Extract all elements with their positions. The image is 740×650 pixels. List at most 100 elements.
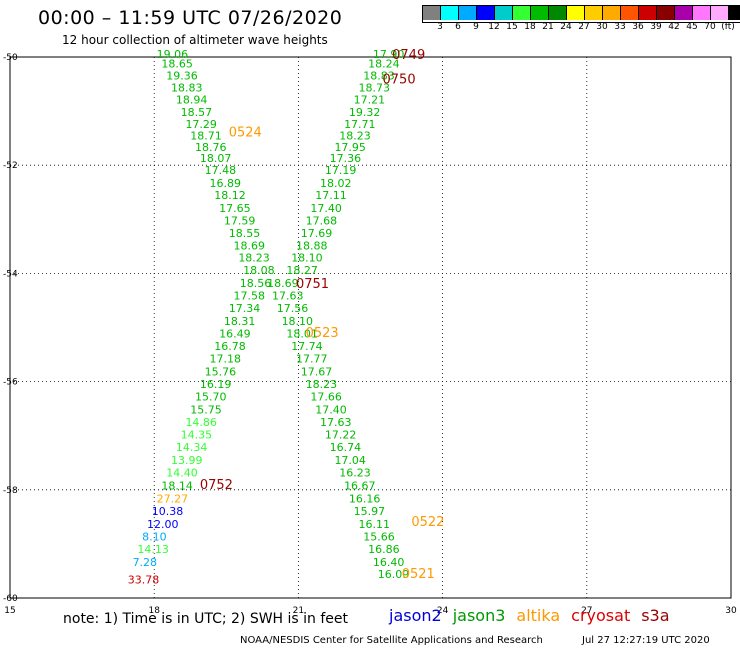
- colorbar-tick-label: 9: [473, 22, 479, 32]
- wave-height-value: 18.94: [176, 94, 208, 107]
- colorbar-swatch: [495, 6, 513, 20]
- colorbar-tick-label: 12: [488, 22, 500, 32]
- wave-height-value: 17.40: [310, 202, 342, 215]
- wave-height-value: 18.07: [200, 152, 232, 165]
- wave-height-value: 17.34: [229, 302, 261, 315]
- colorbar-swatch: [459, 6, 477, 20]
- pass-time-label: 0750: [383, 73, 416, 88]
- pass-time-label: 0523: [306, 326, 339, 341]
- wave-height-value: 16.09: [378, 568, 410, 581]
- wave-height-value: 17.59: [224, 214, 256, 227]
- colorbar-tick-label: 45: [686, 22, 698, 32]
- wave-height-value: 16.16: [349, 492, 381, 505]
- colorbar-swatch: [477, 6, 495, 20]
- wave-height-value: 18.73: [358, 81, 390, 94]
- wave-height-value: 13.99: [171, 454, 203, 467]
- wave-height-value: 17.95: [334, 141, 366, 154]
- colorbar-swatch: [423, 6, 441, 20]
- axis-tick-labels: -50 -52 -54 -56 -58 -60 15 18 21 24 27 30: [3, 53, 737, 616]
- colorbar-tick-label: 18: [524, 22, 536, 32]
- colorbar-swatch: [549, 6, 567, 20]
- wave-height-value: 7.28: [133, 556, 158, 569]
- wave-height-value: 18.14: [161, 479, 193, 492]
- pass-time-label: 0521: [402, 567, 435, 582]
- wave-height-value: 16.67: [344, 479, 376, 492]
- wave-height-value: 18.10: [282, 315, 314, 328]
- wave-height-value: 17.68: [306, 214, 338, 227]
- wave-height-value: 16.74: [330, 441, 362, 454]
- wave-height-value: 18.10: [291, 252, 323, 265]
- colorbar-swatch: [603, 6, 621, 20]
- wave-height-value: 17.63: [320, 416, 352, 429]
- wave-height-value: 18.08: [243, 264, 275, 277]
- colorbar-tick-label: 24: [560, 22, 572, 32]
- wave-height-value: 17.90: [373, 48, 405, 61]
- wave-height-value: 17.29: [185, 118, 217, 131]
- wave-height-value: 17.40: [315, 404, 347, 417]
- wave-height-value: 19.36: [166, 69, 198, 82]
- wave-height-value: 15.97: [354, 505, 386, 518]
- wave-height-value: 17.69: [301, 227, 333, 240]
- wave-height-value: 17.74: [291, 340, 323, 353]
- footer-timestamp: Jul 27 12:27:19 UTC 2020: [582, 635, 710, 646]
- x-tick-label: 21: [293, 606, 304, 616]
- pass-time-label: 0524: [229, 126, 262, 141]
- x-tick-label: 30: [725, 606, 737, 616]
- colorbar-tick-label: 21: [542, 22, 554, 32]
- legend-jason3: jason3: [452, 606, 506, 625]
- wave-height-value: 18.65: [161, 57, 193, 70]
- colorbar-swatch: [711, 6, 729, 20]
- colorbar-swatch: [657, 6, 675, 20]
- colorbar: [422, 5, 740, 23]
- legend-cryosat: cryosat: [571, 606, 631, 625]
- wave-height-value: 18.76: [195, 141, 227, 154]
- wave-height-value: 14.34: [176, 441, 208, 454]
- wave-height-value: 17.67: [301, 365, 333, 378]
- wave-height-value: 18.57: [181, 106, 213, 119]
- wave-height-value: 16.89: [209, 177, 241, 190]
- wave-height-value: 14.13: [137, 543, 169, 556]
- wave-height-value: 15.70: [195, 391, 227, 404]
- units-note: note: 1) Time is in UTC; 2) SWH is in fe…: [63, 611, 349, 627]
- wave-height-value: 17.04: [334, 454, 366, 467]
- wave-height-value: 18.24: [368, 57, 400, 70]
- wave-height-value: 18.83: [363, 69, 395, 82]
- wave-height-value: 16.23: [339, 466, 371, 479]
- wave-height-value: 17.71: [344, 118, 376, 131]
- y-tick-label: -50: [3, 53, 18, 63]
- legend-altika: altika: [516, 606, 561, 625]
- wave-height-value: 18.56: [240, 277, 272, 290]
- wave-height-value: 15.76: [205, 365, 237, 378]
- colorbar-swatch: [585, 6, 603, 20]
- colorbar-tick-label: 42: [668, 22, 680, 32]
- colorbar-swatch: [531, 6, 549, 20]
- wave-height-value: 18.71: [190, 129, 222, 142]
- colorbar-tick-label: 30: [596, 22, 608, 32]
- colorbar-swatch: [567, 6, 585, 20]
- wave-height-value: 16.11: [358, 518, 390, 531]
- wave-height-value: 19.06: [157, 48, 189, 61]
- colorbar-tick-label: 36: [632, 22, 644, 32]
- wave-height-value: 18.83: [171, 81, 203, 94]
- wave-height-value: 17.58: [234, 290, 266, 303]
- x-tick-label: 24: [437, 606, 449, 616]
- y-tick-label: -58: [3, 486, 18, 496]
- x-tick-label: 27: [581, 606, 592, 616]
- wave-height-value: 16.86: [368, 543, 400, 556]
- y-tick-label: -56: [3, 378, 18, 388]
- wave-height-value: 14.35: [181, 429, 213, 442]
- chart-grid: [9, 56, 732, 599]
- wave-height-value: 14.86: [185, 416, 217, 429]
- wave-height-value: 17.48: [205, 164, 237, 177]
- wave-height-value: 18.02: [320, 177, 352, 190]
- wave-height-value: 15.75: [190, 404, 222, 417]
- pass-time-label: 0752: [200, 478, 233, 493]
- wave-height-value: 17.19: [325, 164, 357, 177]
- wave-height-value: 8.10: [142, 530, 167, 543]
- wave-height-value: 18.88: [296, 239, 328, 252]
- wave-height-value: 33.78: [128, 574, 160, 587]
- legend-jason2: jason2: [389, 606, 442, 625]
- wave-height-value: 18.12: [214, 189, 246, 202]
- colorbar-swatch: [513, 6, 531, 20]
